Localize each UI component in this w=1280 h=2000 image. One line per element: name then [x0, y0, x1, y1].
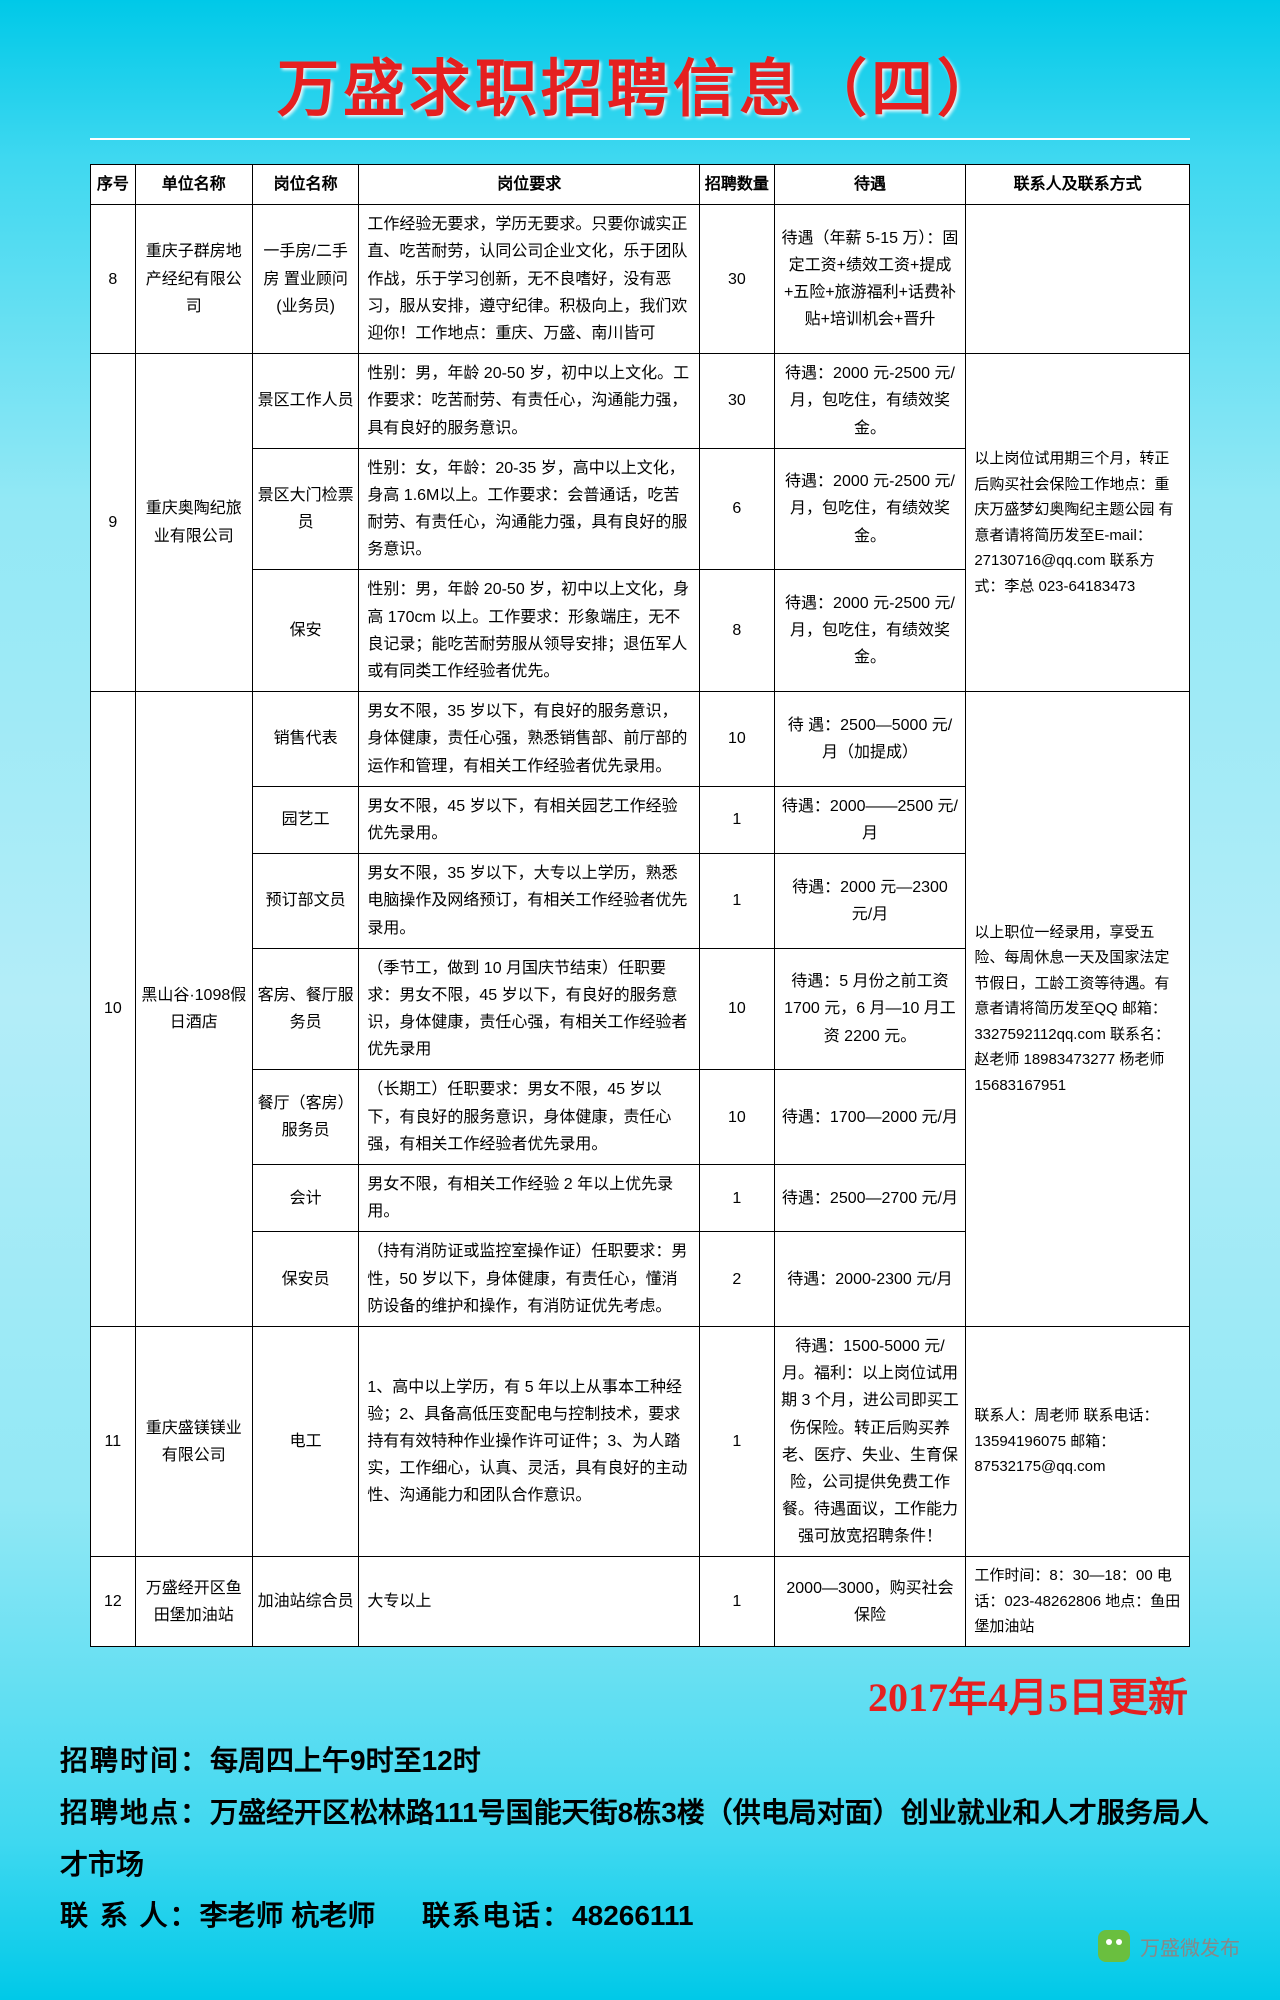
cell-company: 黑山谷·1098假日酒店: [135, 692, 252, 1327]
cell-qty: 10: [700, 948, 775, 1070]
job-table: 序号 单位名称 岗位名称 岗位要求 招聘数量 待遇 联系人及联系方式 8重庆子群…: [90, 164, 1190, 1647]
table-row: 10黑山谷·1098假日酒店销售代表男女不限，35 岁以下，有良好的服务意识，身…: [91, 692, 1190, 787]
cell-qty: 8: [700, 570, 775, 692]
cell-no: 8: [91, 205, 136, 354]
cell-position: 保安员: [252, 1232, 358, 1327]
time-value: 每周四上午9时至12时: [210, 1745, 481, 1776]
cell-position: 景区工作人员: [252, 354, 358, 449]
cell-req: 男女不限，35 岁以下，有良好的服务意识，身体健康，责任心强，熟悉销售部、前厅部…: [359, 692, 700, 787]
cell-company: 万盛经开区鱼田堡加油站: [135, 1557, 252, 1647]
person-value: 李老师 杭老师: [200, 1900, 376, 1931]
table-row: 8重庆子群房地产经纪有限公司一手房/二手房 置业顾问 (业务员)工作经验无要求，…: [91, 205, 1190, 354]
cell-treat: 2000—3000，购买社会保险: [774, 1557, 966, 1647]
col-company: 单位名称: [135, 165, 252, 205]
cell-position: 电工: [252, 1326, 358, 1557]
cell-req: 大专以上: [359, 1557, 700, 1647]
watermark: 万盛微发布: [1098, 1930, 1240, 1962]
col-no: 序号: [91, 165, 136, 205]
cell-position: 保安: [252, 570, 358, 692]
cell-treat: 待 遇：2500—5000 元/月（加提成）: [774, 692, 966, 787]
cell-no: 12: [91, 1557, 136, 1647]
cell-contact: 联系人：周老师 联系电话：13594196075 邮箱：87532175@qq.…: [966, 1326, 1190, 1557]
cell-contact: 以上岗位试用期三个月，转正后购买社会保险工作地点：重庆万盛梦幻奥陶纪主题公园 有…: [966, 354, 1190, 692]
col-req: 岗位要求: [359, 165, 700, 205]
table-row: 12万盛经开区鱼田堡加油站加油站综合员大专以上12000—3000，购买社会保险…: [91, 1557, 1190, 1647]
cell-position: 园艺工: [252, 786, 358, 853]
cell-req: 男女不限，45 岁以下，有相关园艺工作经验优先录用。: [359, 786, 700, 853]
cell-company: 重庆盛镁镁业有限公司: [135, 1326, 252, 1557]
cell-req: 性别：男，年龄 20-50 岁，初中以上文化，身高 170cm 以上。工作要求：…: [359, 570, 700, 692]
cell-req: 男女不限，有相关工作经验 2 年以上优先录用。: [359, 1165, 700, 1232]
footer: 招聘时间：每周四上午9时至12时 招聘地点：万盛经开区松林路111号国能天街8栋…: [60, 1735, 1220, 1942]
watermark-text: 万盛微发布: [1140, 1932, 1240, 1961]
col-qty: 招聘数量: [700, 165, 775, 205]
cell-treat: 待遇：2000-2300 元/月: [774, 1232, 966, 1327]
cell-qty: 1: [700, 1557, 775, 1647]
cell-position: 一手房/二手房 置业顾问 (业务员): [252, 205, 358, 354]
cell-position: 销售代表: [252, 692, 358, 787]
cell-qty: 30: [700, 205, 775, 354]
cell-position: 预订部文员: [252, 854, 358, 949]
cell-no: 10: [91, 692, 136, 1327]
cell-treat: 待遇：1700—2000 元/月: [774, 1070, 966, 1165]
place-label: 招聘地点：: [60, 1797, 210, 1828]
cell-req: （季节工，做到 10 月国庆节结束）任职要求：男女不限，45 岁以下，有良好的服…: [359, 948, 700, 1070]
cell-position: 景区大门检票员: [252, 448, 358, 570]
cell-req: 性别：男，年龄 20-50 岁，初中以上文化。工作要求：吃苦耐劳、有责任心，沟通…: [359, 354, 700, 449]
cell-treat: 待遇：5 月份之前工资 1700 元，6 月—10 月工资 2200 元。: [774, 948, 966, 1070]
cell-treat: 待遇（年薪 5-15 万）：固定工资+绩效工资+提成+五险+旅游福利+话费补贴+…: [774, 205, 966, 354]
col-position: 岗位名称: [252, 165, 358, 205]
cell-req: 1、高中以上学历，有 5 年以上从事本工种经验；2、具备高低压变配电与控制技术，…: [359, 1326, 700, 1557]
cell-company: 重庆子群房地产经纪有限公司: [135, 205, 252, 354]
cell-position: 餐厅（客房）服务员: [252, 1070, 358, 1165]
cell-treat: 待遇：2000 元—2300 元/月: [774, 854, 966, 949]
page-title: 万盛求职招聘信息（四）: [0, 0, 1280, 138]
cell-contact: 工作时间：8：30—18：00 电话：023-48262806 地点：鱼田堡加油…: [966, 1557, 1190, 1647]
person-label: 联 系 人：: [60, 1900, 200, 1931]
update-date: 2017年4月5日更新: [0, 1665, 1188, 1723]
cell-treat: 待遇：1500-5000 元/月。福利：以上岗位试用期 3 个月，进公司即买工伤…: [774, 1326, 966, 1557]
cell-treat: 待遇：2500—2700 元/月: [774, 1165, 966, 1232]
cell-qty: 1: [700, 1326, 775, 1557]
cell-company: 重庆奥陶纪旅业有限公司: [135, 354, 252, 692]
cell-contact: [966, 205, 1190, 354]
cell-no: 11: [91, 1326, 136, 1557]
cell-treat: 待遇：2000——2500 元/月: [774, 786, 966, 853]
cell-req: 工作经验无要求，学历无要求。只要你诚实正直、吃苦耐劳，认同公司企业文化，乐于团队…: [359, 205, 700, 354]
place-value: 万盛经开区松林路111号国能天街8栋3楼（供电局对面）创业就业和人才服务局人才市…: [60, 1797, 1209, 1880]
col-contact: 联系人及联系方式: [966, 165, 1190, 205]
cell-req: 性别：女，年龄：20-35 岁，高中以上文化，身高 1.6M以上。工作要求：会普…: [359, 448, 700, 570]
wechat-icon: [1098, 1930, 1130, 1962]
cell-treat: 待遇：2000 元-2500 元/月，包吃住，有绩效奖金。: [774, 570, 966, 692]
title-underline: [90, 138, 1190, 140]
cell-position: 客房、餐厅服务员: [252, 948, 358, 1070]
col-treat: 待遇: [774, 165, 966, 205]
cell-treat: 待遇：2000 元-2500 元/月，包吃住，有绩效奖金。: [774, 448, 966, 570]
cell-qty: 10: [700, 1070, 775, 1165]
job-table-wrap: 序号 单位名称 岗位名称 岗位要求 招聘数量 待遇 联系人及联系方式 8重庆子群…: [90, 164, 1190, 1647]
cell-qty: 1: [700, 786, 775, 853]
cell-qty: 6: [700, 448, 775, 570]
cell-contact: 以上职位一经录用，享受五险、每周休息一天及国家法定节假日，工龄工资等待遇。有意者…: [966, 692, 1190, 1327]
cell-req: 男女不限，35 岁以下，大专以上学历，熟悉电脑操作及网络预订，有相关工作经验者优…: [359, 854, 700, 949]
cell-position: 加油站综合员: [252, 1557, 358, 1647]
tel-value: 48266111: [572, 1900, 694, 1931]
cell-req: （长期工）任职要求：男女不限，45 岁以下，有良好的服务意识，身体健康，责任心强…: [359, 1070, 700, 1165]
table-row: 9重庆奥陶纪旅业有限公司景区工作人员性别：男，年龄 20-50 岁，初中以上文化…: [91, 354, 1190, 449]
cell-treat: 待遇：2000 元-2500 元/月，包吃住，有绩效奖金。: [774, 354, 966, 449]
cell-qty: 1: [700, 854, 775, 949]
cell-no: 9: [91, 354, 136, 692]
cell-qty: 10: [700, 692, 775, 787]
tel-label: 联系电话：: [422, 1900, 572, 1931]
cell-qty: 1: [700, 1165, 775, 1232]
cell-qty: 2: [700, 1232, 775, 1327]
time-label: 招聘时间：: [60, 1745, 210, 1776]
table-row: 11重庆盛镁镁业有限公司电工1、高中以上学历，有 5 年以上从事本工种经验；2、…: [91, 1326, 1190, 1557]
cell-req: （持有消防证或监控室操作证）任职要求：男性，50 岁以下，身体健康，有责任心，懂…: [359, 1232, 700, 1327]
cell-position: 会计: [252, 1165, 358, 1232]
cell-qty: 30: [700, 354, 775, 449]
